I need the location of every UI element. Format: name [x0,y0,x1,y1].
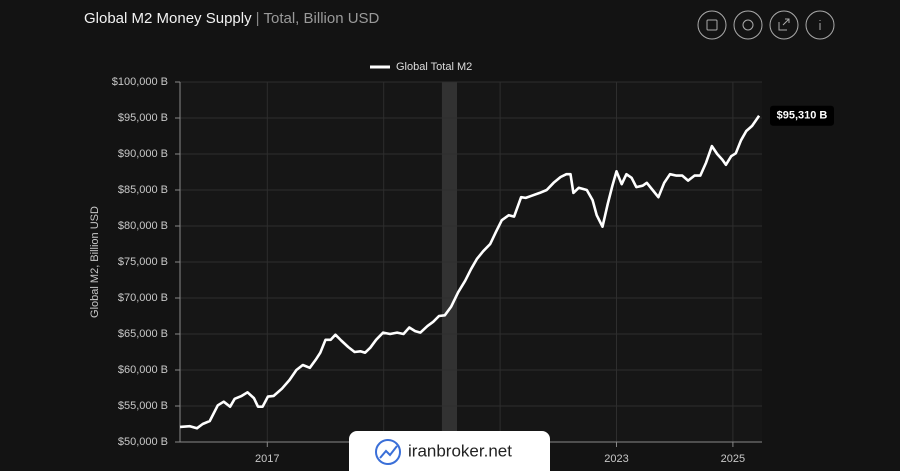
y-tick-label: $80,000 B [118,220,168,232]
x-tick-label: 2025 [721,453,745,465]
share-button[interactable] [769,10,799,40]
info-button[interactable] [805,10,835,40]
watermark-icon-arrow [379,445,398,459]
subtitle: Total, Billion USD [264,10,380,27]
legend-label[interactable]: Global Total M2 [396,61,472,73]
chart-title: Global M2 Money Supply | Total, Billion US… [84,10,380,27]
series-line [179,115,761,430]
y-tick-label: $90,000 B [118,148,168,160]
watermark-text: iranbroker.net [408,441,512,460]
separator: | [256,10,260,27]
calendar-button[interactable] [697,10,727,40]
toolbar [697,10,835,40]
plot-area: $50,000 B $55,000 B $60,000 B $65,000 B $70,… [112,76,834,465]
settings-icon [742,19,754,31]
title: Global M2 Money Supply [84,10,252,27]
end-label-box [770,105,834,126]
calendar-icon [706,19,718,31]
y-axis-label: Global M2, Billion USD [89,206,101,318]
end-label: $95,310 B [777,110,828,122]
y-tick-label: $85,000 B [118,184,168,196]
x-tick-label: 2017 [255,453,279,465]
y-tick-label: $55,000 B [118,400,168,412]
y-tick-label: $100,000 B [112,76,168,88]
y-tick-label: $95,000 B [118,112,168,124]
y-tick-label: $50,000 B [118,436,168,448]
y-tick-label: $60,000 B [118,364,168,376]
y-tick-label: $70,000 B [118,292,168,304]
y-tick-label: $65,000 B [118,328,168,340]
settings-button[interactable] [733,10,763,40]
y-tick-label: $75,000 B [118,256,168,268]
x-tick-label: 2023 [604,453,628,465]
watermark-box [349,431,550,471]
share-icon [778,18,790,31]
watermark: iranbroker.net [349,431,550,471]
watermark-icon [375,439,401,465]
